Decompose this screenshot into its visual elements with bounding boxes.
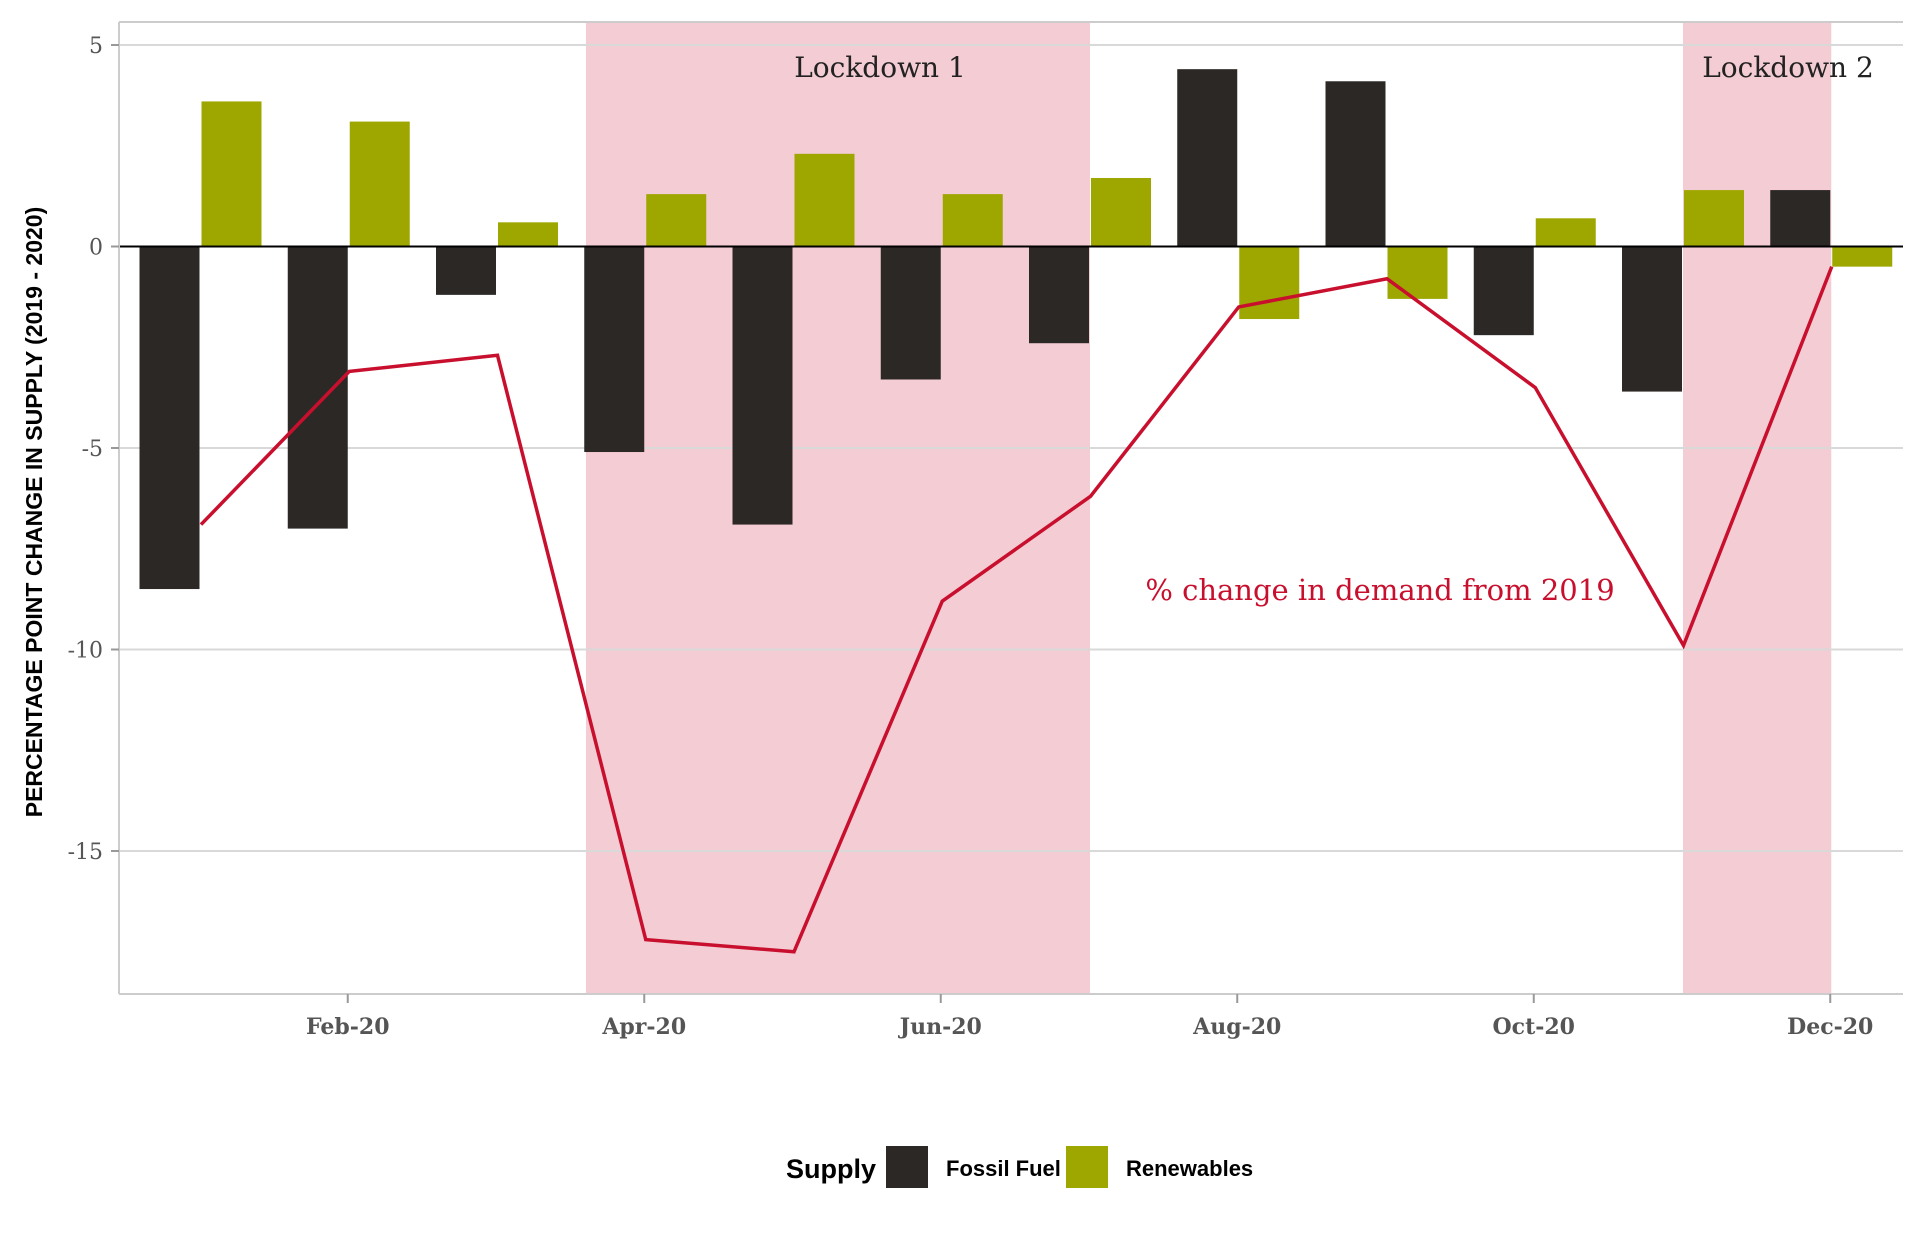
chart-text: PERCENTAGE POINT CHANGE IN SUPPLY (2019 … [21, 51, 1874, 817]
x-tick-label-4: Oct-20 [1493, 1014, 1575, 1040]
bar-fossil-fuel-4 [584, 246, 645, 453]
bar-renewables-10 [1535, 218, 1596, 247]
x-tick-label-5: Dec-20 [1787, 1014, 1873, 1040]
x-tick-label-2: Jun-20 [898, 1014, 982, 1040]
axes: 5 0 -5 -10 -15 Feb-20 Apr-20 Jun-20 Aug-20 Oct-20… [68, 21, 1903, 1040]
bar-fossil-fuel-2 [287, 246, 348, 529]
bar-renewables-12 [1832, 246, 1893, 267]
legend-label-renewables: Renewables [1126, 1156, 1253, 1181]
bar-renewables-6 [942, 194, 1003, 247]
bar-renewables-1 [201, 101, 262, 247]
demand-line-label: % change in demand from 2019 [1145, 573, 1614, 607]
bar-fossil-fuel-10 [1473, 246, 1534, 336]
demand-line-group [199, 266, 1834, 954]
bar-fossil-fuel-1 [139, 246, 200, 590]
bar-fossil-fuel-9 [1325, 81, 1386, 247]
bar-fossil-fuel-12 [1770, 190, 1831, 247]
x-tick-label-1: Apr-20 [601, 1014, 686, 1040]
lockdown-1-label: Lockdown 1 [794, 51, 966, 84]
legend-label-fossil-fuel: Fossil Fuel [946, 1156, 1061, 1181]
bar-fossil-fuel-11 [1622, 246, 1682, 392]
legend: Supply Fossil Fuel Renewables [786, 1146, 1253, 1188]
bar-fossil-fuel-5 [732, 246, 793, 525]
bar-fossil-fuel-6 [880, 246, 941, 380]
bar-renewables-11 [1684, 190, 1744, 247]
y-tick-label-0: 5 [89, 34, 103, 59]
gridlines [119, 44, 1903, 852]
y-axis-label: PERCENTAGE POINT CHANGE IN SUPPLY (2019 … [21, 207, 47, 818]
bar-renewables-4 [646, 194, 707, 247]
bar-renewables-5 [794, 153, 855, 247]
lockdown-shade-2 [1683, 22, 1832, 994]
y-tick-label-2: -5 [82, 437, 103, 462]
bar-fossil-fuel-8 [1177, 69, 1238, 247]
legend-title: Supply [786, 1154, 876, 1184]
bars [139, 69, 1893, 590]
bar-renewables-2 [349, 121, 410, 247]
bar-renewables-8 [1239, 246, 1300, 320]
legend-swatch-renewables [1066, 1146, 1108, 1188]
bar-renewables-3 [498, 222, 558, 247]
bar-fossil-fuel-7 [1029, 246, 1089, 344]
bar-renewables-9 [1387, 246, 1448, 299]
y-tick-label-4: -15 [68, 840, 103, 865]
x-tick-label-0: Feb-20 [306, 1014, 390, 1040]
bar-fossil-fuel-3 [436, 246, 496, 295]
demand-line [199, 266, 1834, 954]
bar-renewables-7 [1091, 177, 1151, 247]
x-tick-label-3: Aug-20 [1192, 1014, 1281, 1040]
y-tick-label-1: 0 [89, 236, 103, 261]
legend-swatch-fossil-fuel [886, 1146, 928, 1188]
lockdown-2-label: Lockdown 2 [1702, 51, 1874, 84]
y-tick-label-3: -10 [68, 639, 103, 664]
